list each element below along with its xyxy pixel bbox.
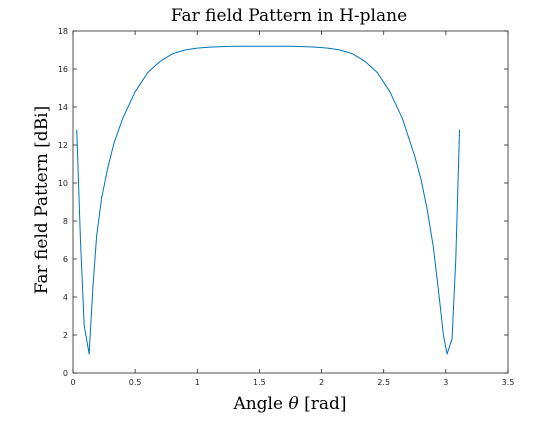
plot-frame: [72, 30, 509, 374]
x-tick-label: 2: [319, 378, 324, 387]
axes: 0 0.5 1 1.5 2 2.5 3 3.5 0 2 4 6 8 10 12 14 16 18: [58, 27, 515, 387]
chart-title: Far field Pattern in H-plane: [171, 6, 407, 26]
x-tick-label: 1.5: [253, 378, 266, 387]
x-tick-label: 3.5: [502, 378, 515, 387]
series-line: [76, 45, 461, 355]
x-tick-label: 3: [443, 378, 448, 387]
y-tick-label: 6: [63, 255, 68, 264]
y-tick-label: 16: [58, 65, 68, 74]
y-tick-label: 0: [63, 369, 68, 378]
x-tick-label: 1: [195, 378, 200, 387]
y-tick-label: 8: [63, 217, 68, 226]
y-tick-label: 14: [58, 103, 68, 112]
y-tick-label: 18: [58, 27, 68, 36]
y-axis-label: Far field Pattern [dBi]: [32, 106, 52, 295]
y-tick-label: 10: [58, 179, 68, 188]
y-tick-label: 12: [58, 141, 68, 150]
y-tick-label: 2: [63, 331, 68, 340]
x-tick-label: 0.5: [129, 378, 142, 387]
x-axis-label: Angle θ [rad]: [232, 394, 346, 414]
series-layer: [76, 45, 461, 355]
x-tick-label: 2.5: [377, 378, 390, 387]
y-tick-label: 4: [63, 293, 68, 302]
x-tick-label: 0: [70, 378, 75, 387]
